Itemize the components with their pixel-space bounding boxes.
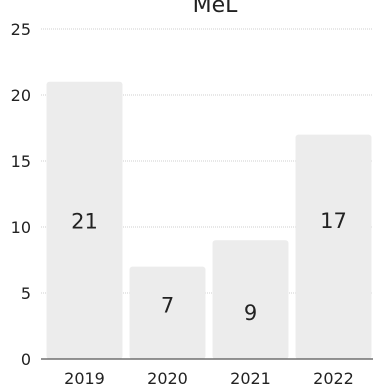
x-tick-label: 2021 [230,369,271,388]
y-tick-label: 15 [11,152,31,171]
bar [129,266,206,359]
chart-title: MeL [193,0,239,18]
data-label: 21 [71,209,98,233]
y-tick-label: 0 [21,350,31,369]
x-tick-label: 2019 [64,369,105,388]
y-tick-label: 20 [11,86,31,105]
y-tick-label: 10 [11,218,31,237]
x-tick-label: 2020 [147,369,188,388]
y-tick-label: 5 [21,284,31,303]
y-tick-label: 25 [11,20,31,39]
data-label: 17 [320,209,347,233]
bars: 21 7 9 17 [46,81,372,360]
bar [212,240,289,359]
x-tick-label: 2022 [313,369,354,388]
data-label: 9 [244,301,257,325]
data-label: 7 [161,293,174,317]
x-axis-ticks: 2019 2020 2021 2022 [64,369,354,388]
bar [46,81,123,360]
bar [295,134,372,359]
y-axis-ticks: 0 5 10 15 20 25 [11,20,31,369]
